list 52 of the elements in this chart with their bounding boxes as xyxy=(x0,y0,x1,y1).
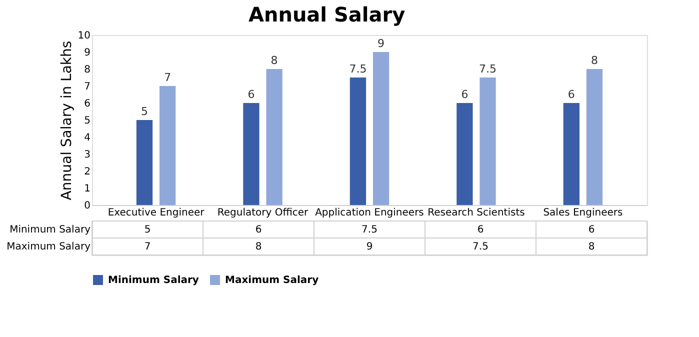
y-tick-label: 0 xyxy=(84,200,90,212)
x-tick-label: Research Scientists xyxy=(428,208,525,218)
bar xyxy=(480,78,496,205)
annotation: 6 xyxy=(248,88,255,101)
y-tick-label: 4 xyxy=(84,132,90,144)
y-tick-label: 6 xyxy=(84,98,90,110)
bar xyxy=(160,86,176,205)
legend-label: Maximum Salary xyxy=(225,275,320,286)
data-label: 5 xyxy=(144,224,151,236)
data-label: 6 xyxy=(477,224,484,236)
data-label: 6 xyxy=(588,224,595,236)
annotation: 9 xyxy=(378,37,385,50)
y-tick-label: 7 xyxy=(84,82,90,92)
y-tick-label: 2 xyxy=(84,166,90,178)
annotation: 5 xyxy=(141,105,148,118)
bar xyxy=(372,52,390,205)
legend-label: Minimum Salary xyxy=(108,275,200,286)
bar xyxy=(266,69,282,205)
y-tick-label: 5 xyxy=(84,116,90,126)
annotation: 8 xyxy=(591,54,598,67)
y-axis-title: Annual Salary in Lakhs xyxy=(58,40,75,200)
y-tick-label: 8 xyxy=(84,64,90,76)
data-label: 8 xyxy=(588,242,595,252)
bar xyxy=(136,120,153,205)
x-tick-label: Regulatory Officer xyxy=(217,208,310,218)
x-tick-label: Sales Engineers xyxy=(543,208,623,218)
annotation: 7.5 xyxy=(479,62,497,76)
y-tick-label: 1 xyxy=(84,184,90,194)
annotation: 8 xyxy=(270,54,278,67)
data-label: 7.5 xyxy=(362,224,378,236)
bar xyxy=(243,103,260,205)
text: Maximum Salary xyxy=(6,242,90,252)
y-tick-label: 10 xyxy=(78,30,90,42)
y-tick-label: 3 xyxy=(84,150,90,160)
annotation: 7 xyxy=(164,71,172,84)
text: Minimum Salary xyxy=(10,224,90,236)
data-label: 9 xyxy=(366,242,373,252)
annotation: 6 xyxy=(461,88,468,101)
bar xyxy=(563,103,580,205)
data-label: 8 xyxy=(255,242,262,252)
chart-title: Annual Salary xyxy=(248,2,406,26)
x-tick-label: Application Engineers xyxy=(315,208,424,218)
data-label: 6 xyxy=(255,224,262,236)
bar xyxy=(586,69,603,205)
y-tick-label: 9 xyxy=(84,48,90,58)
data-label: 7 xyxy=(144,242,151,252)
data-label: 7.5 xyxy=(472,242,488,252)
annotation: 7.5 xyxy=(349,62,367,76)
x-tick-label: Executive Engineer xyxy=(108,208,206,218)
annotation: 6 xyxy=(568,88,575,101)
bar xyxy=(456,103,473,205)
bar xyxy=(350,78,366,205)
